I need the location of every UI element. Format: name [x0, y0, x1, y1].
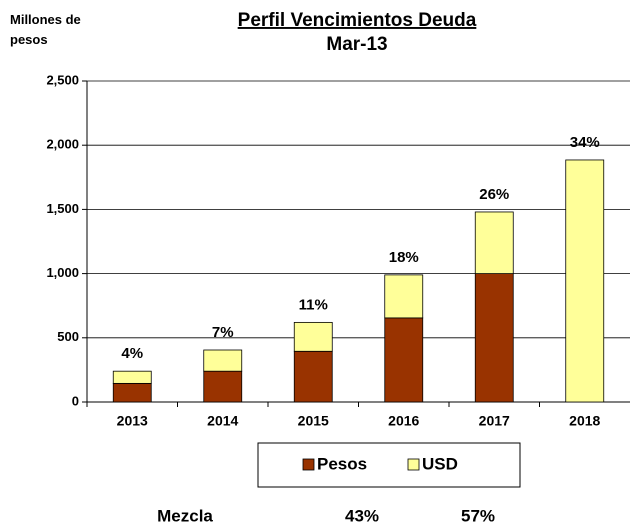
y-tick-label: 500: [57, 329, 79, 344]
x-tick-label: 2015: [298, 413, 329, 429]
bar-segment: [203, 370, 243, 403]
bar-segment: [474, 211, 514, 275]
mix-label: Mezcla: [157, 506, 213, 525]
chart-subtitle: Mar-13: [326, 34, 387, 55]
x-tick-label: 2013: [117, 413, 148, 429]
mix-value: 57%: [461, 506, 495, 525]
bar-segment: [384, 274, 424, 319]
legend-label: USD: [422, 454, 458, 473]
bar-segment: [293, 350, 333, 403]
legend-swatch: [407, 458, 420, 471]
bar-annotation: 26%: [479, 186, 509, 203]
bar-annotation: 18%: [389, 249, 419, 266]
bar-segment: [112, 370, 152, 384]
bar-annotation: 4%: [121, 345, 143, 362]
bar-segment: [384, 317, 424, 403]
bar-annotation: 34%: [570, 134, 600, 151]
x-tick-label: 2017: [479, 413, 510, 429]
legend-label: Pesos: [317, 454, 367, 473]
bar-segment: [293, 321, 333, 352]
bar-annotation: 11%: [299, 296, 328, 313]
x-tick-label: 2014: [207, 413, 238, 429]
bar-segment: [112, 382, 152, 403]
chart-title: Perfil Vencimientos Deuda: [238, 10, 477, 31]
legend-box: [257, 442, 521, 488]
y-tick-label: 1,000: [46, 265, 79, 280]
bar-segment: [474, 273, 514, 403]
y-tick-label: 2,000: [46, 137, 79, 152]
bar-segment: [203, 349, 243, 372]
y-tick-label: 0: [72, 393, 79, 408]
bar-segment: [565, 159, 605, 403]
y-tick-label: 1,500: [46, 201, 79, 216]
x-tick-label: 2018: [569, 413, 600, 429]
bar-annotation: 7%: [212, 324, 234, 341]
x-tick-label: 2016: [388, 413, 419, 429]
y-tick-label: 2,500: [46, 72, 79, 87]
y-axis-label: Millones de pesos: [10, 12, 81, 47]
legend-swatch: [302, 458, 315, 471]
mix-value: 43%: [345, 506, 379, 525]
